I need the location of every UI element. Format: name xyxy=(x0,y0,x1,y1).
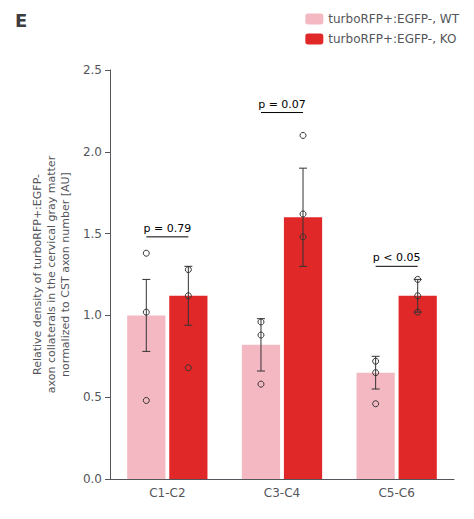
svg-text:normalized to CST axon number: normalized to CST axon number [AU] xyxy=(59,172,72,377)
svg-text:axon collaterals in the cervic: axon collaterals in the cervical gray ma… xyxy=(45,155,58,393)
svg-text:C3-C4: C3-C4 xyxy=(264,486,300,500)
svg-text:1.0: 1.0 xyxy=(83,308,102,322)
svg-text:turboRFP+:EGFP-, KO: turboRFP+:EGFP-, KO xyxy=(328,32,456,46)
svg-text:1.5: 1.5 xyxy=(83,227,102,241)
svg-text:p < 0.05: p < 0.05 xyxy=(373,251,421,264)
svg-text:p = 0.79: p = 0.79 xyxy=(143,222,191,235)
svg-text:2.5: 2.5 xyxy=(83,63,102,77)
svg-text:2.0: 2.0 xyxy=(83,145,102,159)
svg-text:p = 0.07: p = 0.07 xyxy=(258,98,306,111)
svg-text:turboRFP+:EGFP-, WT: turboRFP+:EGFP-, WT xyxy=(328,12,459,26)
svg-text:C5-C6: C5-C6 xyxy=(378,486,414,500)
svg-text:C1-C2: C1-C2 xyxy=(149,486,185,500)
svg-text:E: E xyxy=(15,10,27,31)
svg-text:Relative density of turboRFP+:: Relative density of turboRFP+:EGFP- xyxy=(31,174,44,375)
svg-text:0.5: 0.5 xyxy=(83,390,102,404)
svg-text:0.0: 0.0 xyxy=(83,472,102,486)
